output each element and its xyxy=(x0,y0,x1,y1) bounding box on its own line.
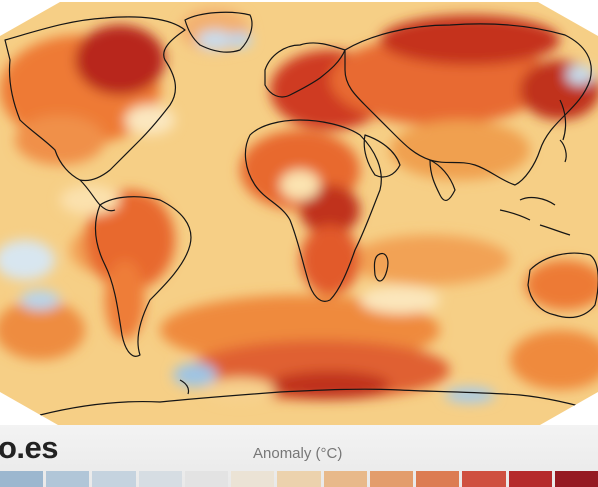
legend-swatch xyxy=(92,471,136,487)
temperature-anomaly-map xyxy=(0,2,598,425)
anomaly-field xyxy=(0,8,598,403)
legend-swatch xyxy=(138,471,182,487)
legend-swatch xyxy=(508,471,552,487)
coastlines xyxy=(4,11,598,416)
legend-swatch xyxy=(462,471,506,487)
legend-swatch xyxy=(0,471,44,487)
legend-swatch xyxy=(416,471,460,487)
world-map xyxy=(0,2,598,425)
watermark-text: o.es xyxy=(0,430,59,465)
legend-swatch xyxy=(369,471,414,487)
legend-title: Anomaly (°C) xyxy=(253,445,343,462)
legend-color-bar xyxy=(0,471,598,487)
legend-swatch xyxy=(554,471,598,487)
legend-swatch xyxy=(184,471,229,487)
legend-swatch xyxy=(231,471,275,487)
legend-swatch xyxy=(323,471,367,487)
legend-swatch xyxy=(277,471,321,487)
legend-swatch xyxy=(46,471,90,487)
